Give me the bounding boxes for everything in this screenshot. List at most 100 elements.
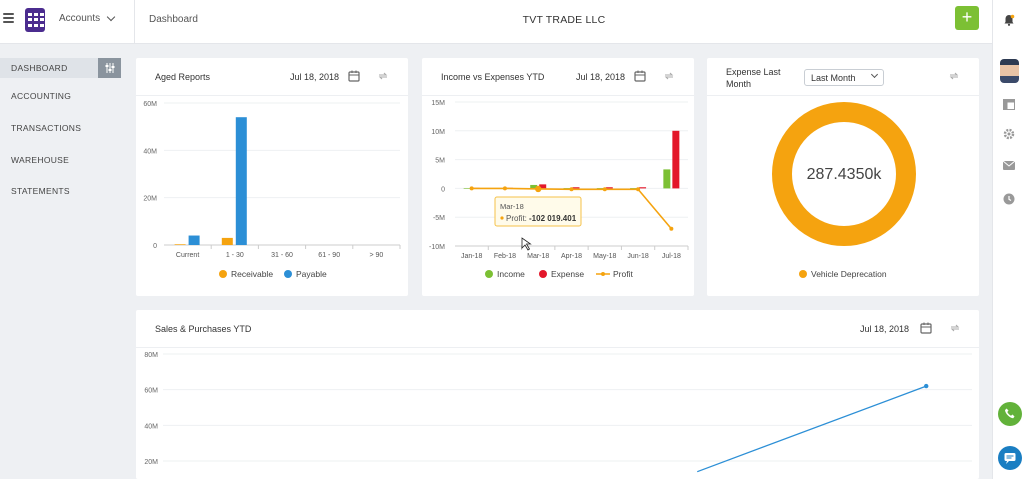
top-bar: Accounts Dashboard TVT TRADE LLC + — [0, 0, 992, 44]
bar-expense — [639, 187, 647, 189]
bar-expense — [672, 130, 680, 189]
sidebar-item-dashboard[interactable]: DASHBOARD — [11, 63, 68, 73]
tooltip-month: Mar-18 — [500, 202, 524, 211]
profit-point — [669, 226, 674, 231]
profit-swatch — [596, 272, 610, 276]
sidebar-item-transactions[interactable]: TRANSACTIONS — [11, 123, 82, 133]
bar-income — [463, 188, 471, 189]
card-date: Jul 18, 2018 — [576, 72, 626, 82]
sidebar-item-accounting[interactable]: ACCOUNTING — [11, 91, 72, 101]
y-tick-label: 60M — [144, 388, 158, 395]
chat-icon — [1004, 453, 1016, 464]
legend-label: Expense — [551, 269, 585, 279]
y-tick-label: 40M — [144, 423, 158, 430]
legend-receivable[interactable]: Receivable — [219, 269, 273, 279]
breadcrumb[interactable]: Dashboard — [149, 14, 198, 25]
x-tick-label: Feb-18 — [494, 253, 516, 260]
legend-expense[interactable]: Expense — [539, 269, 584, 279]
avatar[interactable] — [1000, 59, 1019, 83]
profit-point — [502, 186, 507, 191]
phone-icon — [1005, 408, 1015, 419]
y-tick-label: -10M — [429, 244, 445, 251]
sales-line — [697, 385, 927, 473]
income-swatch — [485, 270, 493, 278]
income-expenses-card: Income vs Expenses YTD Jul 18, 2018 -10M… — [422, 58, 694, 296]
sidebar-active-highlight — [0, 58, 121, 78]
profit-point — [569, 187, 574, 192]
y-tick-label: 20M — [143, 196, 157, 203]
right-rail — [992, 0, 1024, 479]
y-tick-label: 20M — [144, 459, 158, 466]
x-tick-label: > 90 — [369, 252, 383, 259]
legend-label: Vehicle Deprecation — [811, 269, 887, 279]
receivable-swatch — [219, 270, 227, 278]
legend-payable[interactable]: Payable — [284, 269, 327, 279]
profit-point — [535, 185, 542, 193]
phone-button[interactable] — [998, 402, 1022, 426]
bar-payable — [188, 235, 200, 245]
bar-income — [530, 184, 538, 189]
x-tick-label: 1 - 30 — [226, 252, 244, 259]
y-tick-label: 60M — [143, 101, 157, 108]
legend-income[interactable]: Income — [485, 269, 525, 279]
refresh-icon[interactable] — [949, 322, 961, 334]
card-header: Income vs Expenses YTD Jul 18, 2018 — [422, 58, 694, 96]
y-tick-label: 5M — [435, 158, 445, 165]
app-switcher[interactable]: Accounts — [59, 12, 116, 24]
app-logo-icon — [25, 8, 45, 32]
layout-icon[interactable] — [1003, 99, 1015, 110]
chevron-down-icon — [870, 70, 879, 79]
gear-icon[interactable] — [1003, 128, 1015, 140]
bar-receivable — [221, 237, 233, 245]
calendar-icon[interactable] — [920, 322, 932, 334]
sidebar-item-statements[interactable]: STATEMENTS — [11, 186, 70, 196]
expense-donut-chart: 287.4350k — [772, 102, 916, 246]
aged-chart: 0 20M 40M 60M Current 1 - 30 31 - 60 61 - 90 > 9… — [143, 101, 401, 259]
legend-profit[interactable]: Profit — [596, 269, 633, 279]
card-title: Income vs Expenses YTD — [441, 72, 545, 82]
card-title: Expense Last Month — [726, 67, 781, 89]
refresh-icon[interactable] — [663, 70, 675, 82]
bar-payable — [235, 117, 247, 245]
refresh-icon[interactable] — [377, 70, 389, 82]
filter-button[interactable] — [98, 58, 121, 78]
bar-expense — [572, 187, 580, 189]
legend-label: Payable — [296, 269, 327, 279]
clock-icon[interactable] — [1003, 193, 1015, 205]
payable-swatch — [284, 270, 292, 278]
y-tick-label: 40M — [143, 148, 157, 155]
donut-center-value: 287.4350k — [807, 166, 883, 183]
x-tick-label: Mar-18 — [527, 253, 549, 260]
profit-point — [636, 187, 641, 192]
legend-label: Profit — [613, 269, 633, 279]
period-select[interactable]: Last Month — [804, 69, 884, 86]
chat-button[interactable] — [998, 446, 1022, 470]
add-button[interactable]: + — [955, 6, 979, 30]
calendar-icon[interactable] — [348, 70, 360, 82]
x-tick-label: Jan-18 — [461, 253, 483, 260]
mail-icon[interactable] — [1003, 161, 1015, 170]
card-header: Aged Reports Jul 18, 2018 — [136, 58, 408, 96]
company-name: TVT TRADE LLC — [522, 14, 606, 26]
legend-label: Income — [497, 269, 525, 279]
x-tick-label: Current — [176, 252, 199, 259]
refresh-icon[interactable] — [948, 70, 960, 82]
card-date: Jul 18, 2018 — [860, 324, 910, 334]
hamburger-menu-icon[interactable] — [3, 13, 14, 23]
bar-expense — [605, 187, 613, 189]
calendar-icon[interactable] — [634, 70, 646, 82]
y-tick-label: -5M — [433, 215, 445, 222]
chart-tooltip: Mar-18 Profit: -102 019.401 — [494, 196, 582, 227]
expense-swatch — [539, 270, 547, 278]
bar-receivable — [174, 244, 186, 245]
income-chart: -10M -5M 0 5M 10M 15M Jan-18 Feb-18 Mar-18 Apr-18… — [429, 100, 689, 260]
sidebar-item-warehouse[interactable]: WAREHOUSE — [11, 155, 70, 165]
card-title: Aged Reports — [155, 72, 211, 82]
y-tick-label: 15M — [431, 100, 445, 107]
donut-slice[interactable] — [772, 102, 916, 246]
legend-vehicle-deprecation[interactable]: Vehicle Deprecation — [799, 269, 887, 279]
bar-income — [563, 188, 571, 189]
sales-point — [924, 383, 929, 389]
bell-icon[interactable] — [1003, 14, 1015, 26]
y-tick-label: 0 — [153, 243, 157, 250]
